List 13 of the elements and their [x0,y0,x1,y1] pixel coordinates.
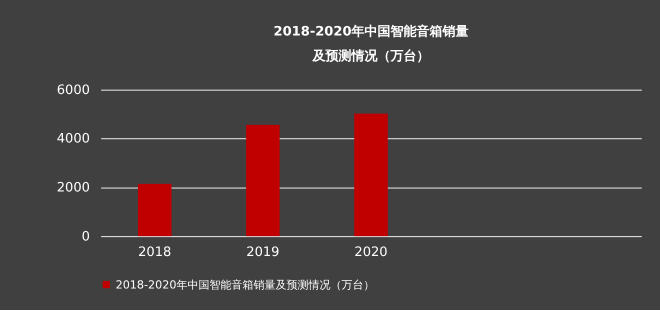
text: 及预测情况（万台） [312,48,430,64]
x-tick-label: 2020 [354,245,388,260]
x-tick-label: 2018 [138,245,172,260]
y-tick-label: 4000 [56,132,90,147]
y-tick-label: 2000 [56,180,90,196]
text: 2018-2020年中国智能音箱销量 [273,24,469,40]
legend-label: 2018-2020年中国智能音箱销量及预测情况（万台） [116,278,374,292]
bar [138,184,172,236]
bar [354,114,388,236]
x-tick-label: 2019 [246,245,280,260]
y-tick-label: 6000 [56,82,90,98]
y-tick-label: 0 [82,229,90,244]
bar [246,124,280,236]
